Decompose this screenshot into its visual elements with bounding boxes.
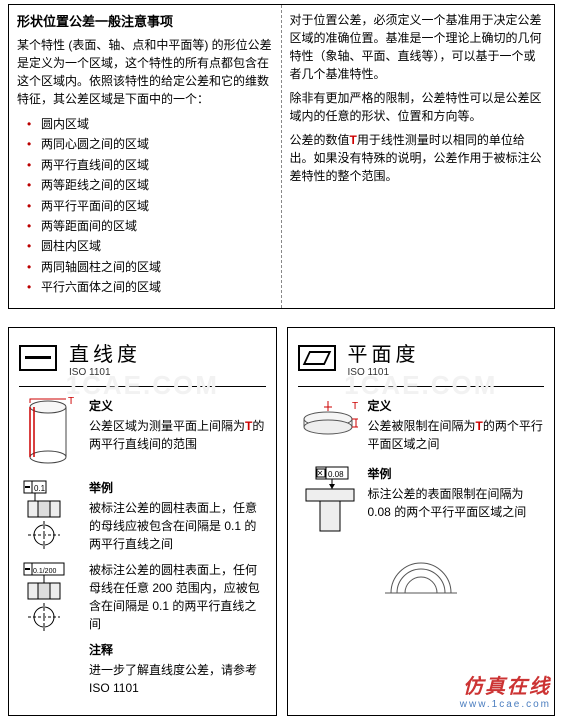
card-separator — [298, 386, 545, 387]
card-body: T 定义 公差区域为测量平面上间隔为T的两平行直线间的范围 — [9, 393, 276, 715]
definition-heading: 定义 — [89, 397, 266, 415]
definition-row: T 定义 公差被限制在间隔为T的两个平行平面区域之间 — [298, 397, 545, 457]
list-item: 圆内区域 — [27, 114, 273, 134]
definition-heading: 定义 — [368, 397, 545, 415]
example-body: 标注公差的表面限制在间隔为 0.08 的两个平行平面区域之间 — [368, 485, 545, 521]
definition-body: 公差被限制在间隔为T的两个平行平面区域之间 — [368, 417, 545, 453]
card-header: 平面度 ISO 1101 — [288, 328, 555, 382]
card-body: T 定义 公差被限制在间隔为T的两个平行平面区域之间 — [288, 393, 555, 621]
planes-diagram-icon: T — [298, 397, 362, 457]
notes-heading: 形状位置公差一般注意事项 — [17, 11, 273, 30]
card-title-block: 平面度 ISO 1101 — [348, 338, 420, 378]
tolerance-symbol-t: T — [350, 133, 357, 147]
example-row: 0.08 举例 标注公差的表面限制在间隔为 0.08 的两个平行平面区域之间 — [298, 465, 545, 545]
svg-text:T: T — [68, 397, 74, 407]
definition-row: T 定义 公差区域为测量平面上间隔为T的两平行直线间的范围 — [19, 397, 266, 471]
note-heading: 注释 — [89, 641, 266, 659]
arcs-diagram-icon — [298, 553, 545, 603]
right-paragraph-1: 对于位置公差，必须定义一个基准用于决定公差区域的准确位置。基准是一个理论上确切的… — [290, 11, 547, 83]
example-text: 举例 标注公差的表面限制在间隔为 0.08 的两个平行平面区域之间 — [362, 465, 545, 521]
card-straightness: 1CAE.COM 直线度 ISO 1101 — [8, 327, 277, 716]
notes-left-column: 形状位置公差一般注意事项 某个特性 (表面、轴、点和中平面等) 的形位公差是定义… — [9, 5, 282, 308]
symbol-flatness-icon — [298, 345, 336, 371]
example-1-text: 举例 被标注公差的圆柱表面上，任意的母线应被包含在间隔是 0.1 的两平行直线之… — [83, 479, 266, 553]
tee-part-diagram-icon: 0.08 — [298, 465, 362, 545]
list-item: 两同心圆之间的区域 — [27, 134, 273, 154]
card-title: 直线度 — [69, 338, 141, 367]
card-iso: ISO 1101 — [69, 367, 141, 378]
example-heading: 举例 — [89, 479, 266, 497]
list-item: 平行六面体之间的区域 — [27, 277, 273, 297]
shaft-diagram-1-icon: 0.1 — [19, 479, 83, 549]
right-paragraph-2: 除非有更加严格的限制，公差特性可以是公差区域内的任意的形状、位置和方向等。 — [290, 89, 547, 125]
note-row: 注释 进一步了解直线度公差，请参考 ISO 1101 — [19, 641, 266, 697]
svg-text:0.08: 0.08 — [328, 470, 344, 479]
cards-row: 1CAE.COM 直线度 ISO 1101 — [8, 327, 555, 716]
note-body: 进一步了解直线度公差，请参考 ISO 1101 — [89, 661, 266, 697]
list-item: 两等距面间的区域 — [27, 216, 273, 236]
card-title: 平面度 — [348, 338, 420, 367]
card-iso: ISO 1101 — [348, 367, 420, 378]
card-title-block: 直线度 ISO 1101 — [69, 338, 141, 378]
right-p3-part-a: 公差的数值 — [290, 133, 350, 147]
notes-right-column: 对于位置公差，必须定义一个基准用于决定公差区域的准确位置。基准是一个理论上确切的… — [282, 5, 555, 308]
bottom-view-row — [298, 553, 545, 603]
tolerance-zone-list: 圆内区域 两同心圆之间的区域 两平行直线间的区域 两等距线之间的区域 两平行平面… — [17, 114, 273, 298]
list-item: 圆柱内区域 — [27, 236, 273, 256]
example-row-1: 0.1 举例 被标注公差的圆柱表面上，任意的母线应被包含在间隔是 0.1 的两平… — [19, 479, 266, 553]
svg-text:0.1/200: 0.1/200 — [33, 568, 56, 575]
card-separator — [19, 386, 266, 387]
note-text: 注释 进一步了解直线度公差，请参考 ISO 1101 — [83, 641, 266, 697]
example-2-body: 被标注公差的圆柱表面上，任何母线在任意 200 范围内，应被包含在间隔是 0.1… — [89, 561, 266, 633]
definition-body: 公差区域为测量平面上间隔为T的两平行直线间的范围 — [89, 417, 266, 453]
list-item: 两等距线之间的区域 — [27, 175, 273, 195]
card-header: 直线度 ISO 1101 — [9, 328, 276, 382]
cylinder-diagram-icon: T — [19, 397, 83, 471]
list-item: 两平行平面间的区域 — [27, 196, 273, 216]
svg-text:T: T — [352, 401, 358, 412]
definition-text: 定义 公差被限制在间隔为T的两个平行平面区域之间 — [362, 397, 545, 453]
tolerance-t: T — [476, 419, 483, 433]
example-1-body: 被标注公差的圆柱表面上，任意的母线应被包含在间隔是 0.1 的两平行直线之间 — [89, 499, 266, 553]
example-heading: 举例 — [368, 465, 545, 483]
svg-text:0.1: 0.1 — [34, 484, 46, 493]
example-row-2: 0.1/200 被标注公差的圆柱表面上，任何母线在任意 200 范围内，应被包含… — [19, 561, 266, 633]
notes-panel: 形状位置公差一般注意事项 某个特性 (表面、轴、点和中平面等) 的形位公差是定义… — [8, 4, 555, 309]
list-item: 两平行直线间的区域 — [27, 155, 273, 175]
list-item: 两同轴圆柱之间的区域 — [27, 257, 273, 277]
card-flatness: 1CAE.COM 平面度 ISO 1101 — [287, 327, 556, 716]
shaft-diagram-2-icon: 0.1/200 — [19, 561, 83, 631]
symbol-straightness-icon — [19, 345, 57, 371]
right-paragraph-3: 公差的数值T用于线性测量时以相同的单位给出。如果没有特殊的说明，公差作用于被标注… — [290, 131, 547, 185]
notes-intro-paragraph: 某个特性 (表面、轴、点和中平面等) 的形位公差是定义为一个区域，这个特性的所有… — [17, 36, 273, 108]
example-2-text: 被标注公差的圆柱表面上，任何母线在任意 200 范围内，应被包含在间隔是 0.1… — [83, 561, 266, 633]
definition-text: 定义 公差区域为测量平面上间隔为T的两平行直线间的范围 — [83, 397, 266, 453]
